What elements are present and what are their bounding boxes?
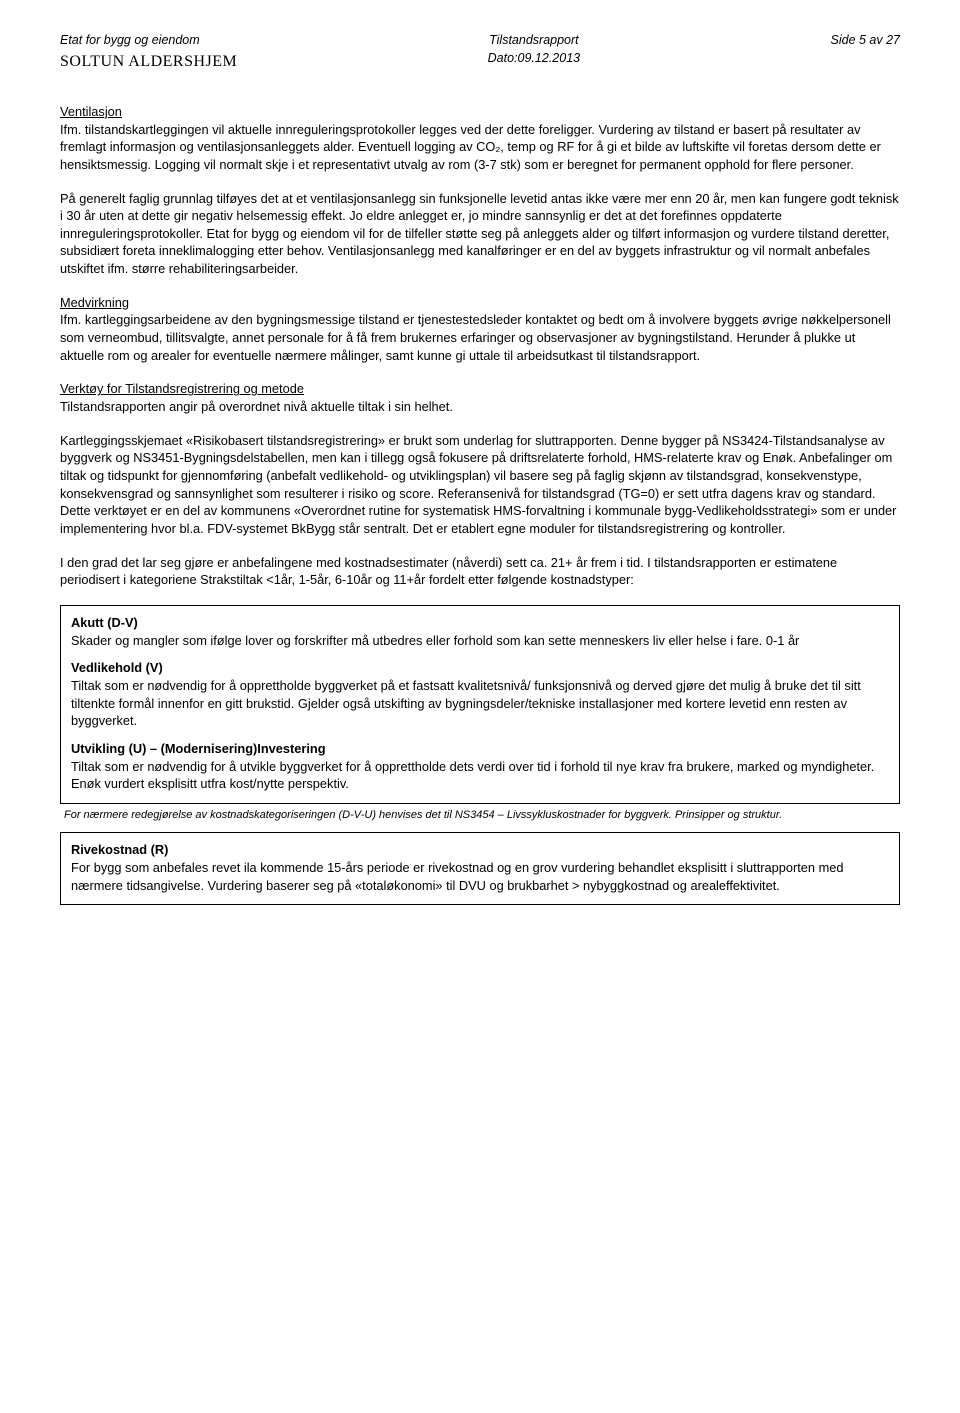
footnote-ns3454: For nærmere redegjørelse av kostnadskate… [64,808,896,822]
heading-akutt: Akutt (D-V) [71,614,889,632]
cost-types-box: Akutt (D-V) Skader og mangler som ifølge… [60,605,900,804]
heading-vedlikehold: Vedlikehold (V) [71,659,889,677]
paragraph-verktoy-3: I den grad det lar seg gjøre er anbefali… [60,554,900,589]
heading-ventilasjon: Ventilasjon [60,103,900,121]
header-left: Etat for bygg og eiendom SOLTUN ALDERSHJ… [60,32,237,73]
paragraph-verktoy-1: Tilstandsrapporten angir på overordnet n… [60,398,900,416]
paragraph-medvirkning: Ifm. kartleggingsarbeidene av den bygnin… [60,311,900,364]
header-right: Side 5 av 27 [831,32,901,73]
document-page: Etat for bygg og eiendom SOLTUN ALDERSHJ… [0,0,960,945]
header-center: Tilstandsrapport Dato:09.12.2013 [488,32,580,73]
text-vedlikehold: Tiltak som er nødvendig for å oppretthol… [71,677,889,730]
rivekostnad-box: Rivekostnad (R) For bygg som anbefales r… [60,832,900,905]
document-body: Ventilasjon Ifm. tilstandskartleggingen … [60,103,900,905]
heading-verktoy: Verktøy for Tilstandsregistrering og met… [60,380,900,398]
text-rivekostnad: For bygg som anbefales revet ila kommend… [71,859,889,894]
heading-rivekostnad: Rivekostnad (R) [71,841,889,859]
paragraph-verktoy-2: Kartleggingsskjemaet «Risikobasert tilst… [60,432,900,538]
header-date: Dato:09.12.2013 [488,50,580,68]
header-organization: SOLTUN ALDERSHJEM [60,51,237,73]
header-agency: Etat for bygg og eiendom [60,32,237,50]
header-report-title: Tilstandsrapport [488,32,580,50]
header-page-number: Side 5 av 27 [831,32,901,50]
text-akutt: Skader og mangler som ifølge lover og fo… [71,632,889,650]
heading-utvikling: Utvikling (U) – (Modernisering)Investeri… [71,740,889,758]
paragraph-ventilasjon-1: Ifm. tilstandskartleggingen vil aktuelle… [60,121,900,174]
heading-medvirkning: Medvirkning [60,294,900,312]
paragraph-ventilasjon-2: På generelt faglig grunnlag tilføyes det… [60,190,900,278]
page-header: Etat for bygg og eiendom SOLTUN ALDERSHJ… [60,32,900,73]
text-utvikling: Tiltak som er nødvendig for å utvikle by… [71,758,889,793]
